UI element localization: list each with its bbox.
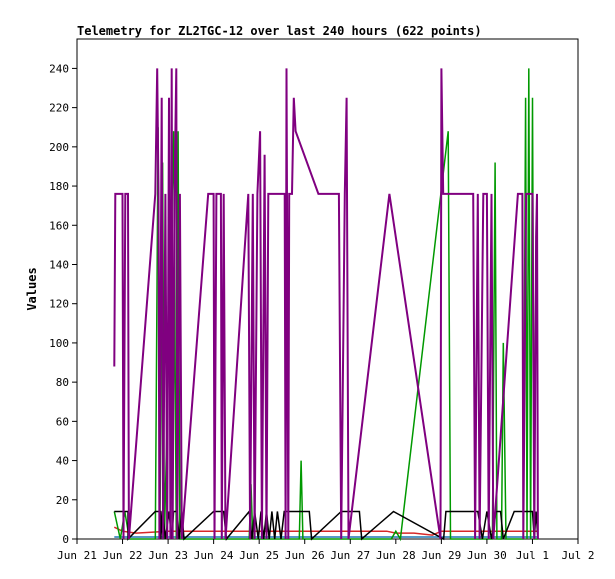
y-tick-label: 200 bbox=[49, 141, 69, 154]
y-tick-label: 220 bbox=[49, 102, 69, 115]
x-tick-label: Jun 21 bbox=[57, 549, 97, 562]
x-tick-label: Jun 23 bbox=[148, 549, 188, 562]
y-tick-label: 0 bbox=[62, 533, 69, 546]
x-tick-label: Jun 24 bbox=[194, 549, 234, 562]
x-tick-label: Jun 27 bbox=[330, 549, 370, 562]
series-layer bbox=[113, 68, 539, 542]
chart-title: Telemetry for ZL2TGC-12 over last 240 ho… bbox=[77, 24, 482, 38]
x-tick-label: Jul 2 bbox=[561, 549, 594, 562]
x-tick-label: Jun 28 bbox=[376, 549, 416, 562]
x-tick-label: Jun 26 bbox=[285, 549, 325, 562]
y-axis: 0 20 40 60 80 100 120 140 160 180 200 220 240 bbox=[49, 62, 77, 546]
x-tick-label: Jul 1 bbox=[516, 549, 549, 562]
y-tick-label: 60 bbox=[56, 415, 69, 428]
x-tick-label: Jun 30 bbox=[467, 549, 507, 562]
x-axis: Jun 21 Jun 22 Jun 23 Jun 24 Jun 25 Jun 26 Jun … bbox=[57, 539, 595, 562]
series-line-2 bbox=[113, 526, 538, 536]
y-tick-label: 160 bbox=[49, 219, 69, 232]
y-tick-label: 100 bbox=[49, 337, 69, 350]
y-tick-label: 240 bbox=[49, 62, 69, 75]
y-tick-label: 120 bbox=[49, 298, 69, 311]
y-tick-label: 180 bbox=[49, 180, 69, 193]
y-tick-label: 80 bbox=[56, 376, 69, 389]
series-line-5 bbox=[113, 68, 539, 540]
x-tick-label: Jun 25 bbox=[239, 549, 279, 562]
y-tick-label: 20 bbox=[56, 494, 69, 507]
y-tick-label: 40 bbox=[56, 455, 69, 468]
y-axis-label: Values bbox=[25, 267, 39, 310]
x-tick-label: Jun 22 bbox=[103, 549, 143, 562]
x-tick-label: Jun 29 bbox=[421, 549, 461, 562]
y-tick-label: 140 bbox=[49, 258, 69, 271]
